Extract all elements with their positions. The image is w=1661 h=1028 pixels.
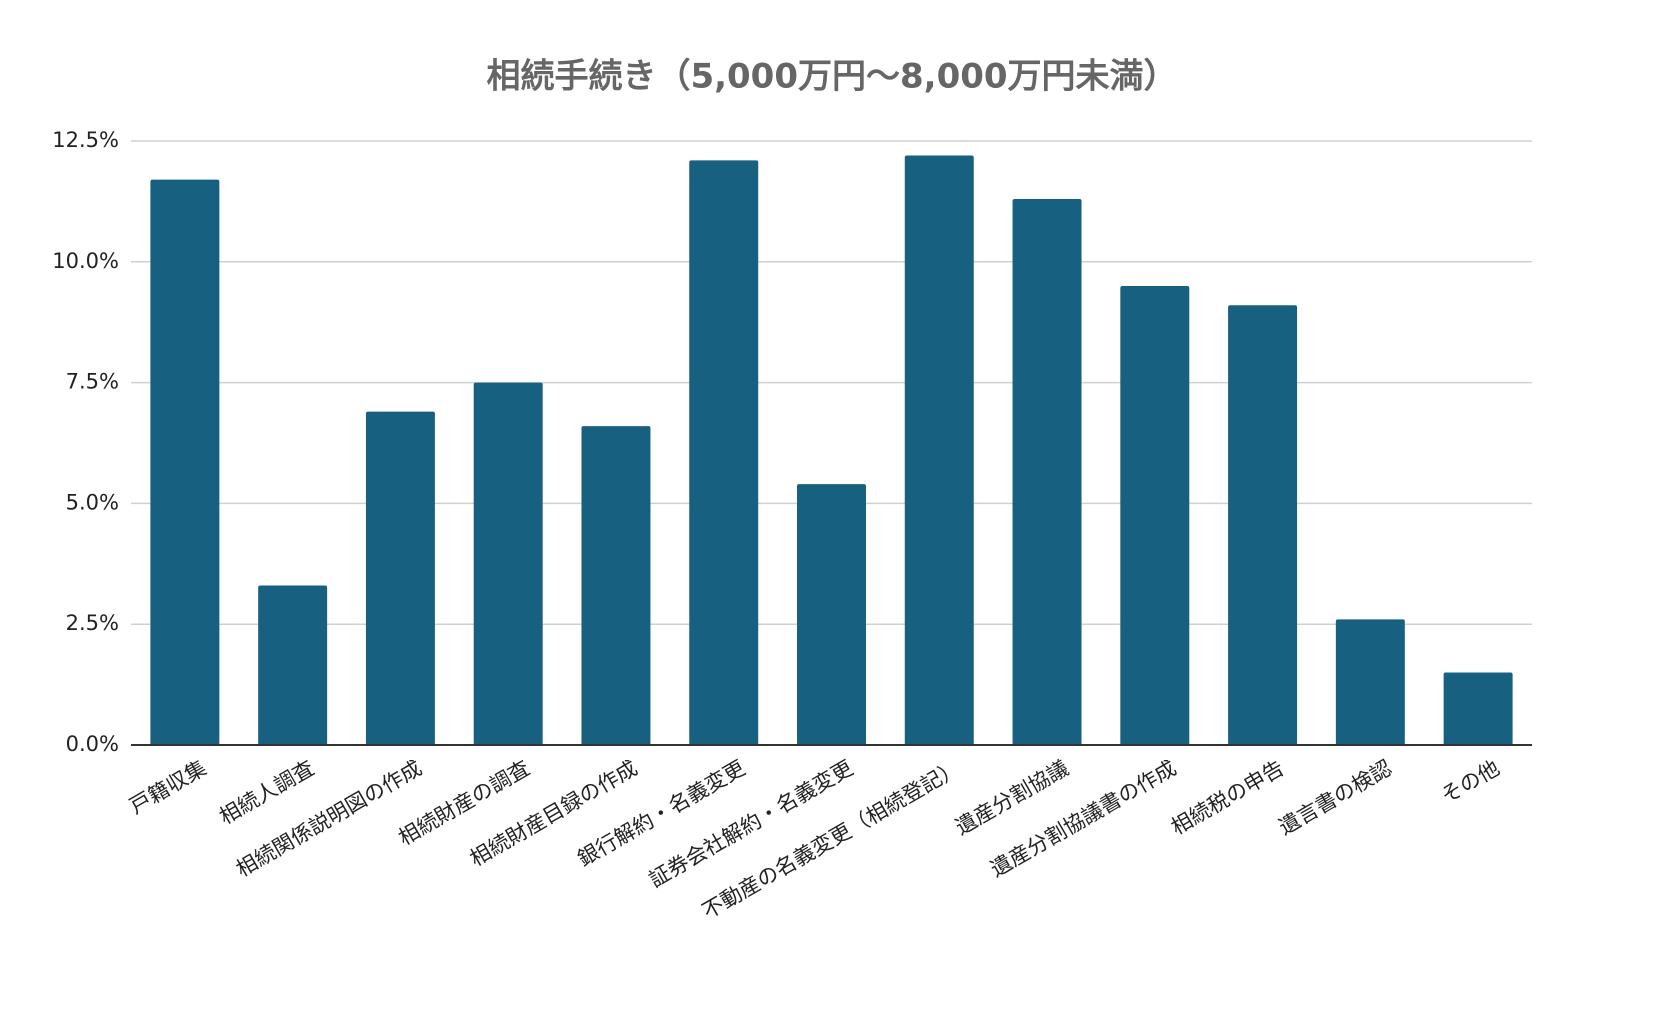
bar bbox=[581, 426, 651, 745]
bar bbox=[1228, 305, 1298, 745]
y-tick-label: 0.0% bbox=[66, 732, 119, 756]
bar bbox=[473, 382, 543, 745]
bar bbox=[1120, 285, 1190, 745]
bar bbox=[797, 484, 866, 745]
bar bbox=[1443, 672, 1513, 745]
chart-title: 相続手続き（5,000万円～8,000万円未満） bbox=[486, 57, 1177, 97]
x-tick-label: 遺言書の検認 bbox=[1275, 756, 1396, 840]
bar bbox=[1335, 619, 1405, 745]
x-tick-label: 相続関係説明図の作成 bbox=[232, 756, 426, 882]
y-tick-label: 7.5% bbox=[66, 370, 119, 394]
bar bbox=[689, 160, 759, 745]
x-tick-label: 相続人調査 bbox=[215, 756, 318, 829]
bar bbox=[1012, 198, 1082, 745]
bar bbox=[365, 411, 435, 745]
bar bbox=[258, 585, 328, 745]
bar bbox=[150, 179, 220, 745]
x-tick-label: 戸籍収集 bbox=[126, 756, 211, 819]
x-tick-label: 遺産分割協議書の作成 bbox=[986, 756, 1180, 882]
x-tick-label: その他 bbox=[1437, 756, 1504, 808]
y-tick-label: 5.0% bbox=[66, 490, 119, 514]
y-tick-label: 2.5% bbox=[66, 611, 119, 635]
x-tick-label: 相続税の申告 bbox=[1167, 756, 1288, 840]
bar bbox=[904, 155, 974, 746]
y-tick-label: 12.5% bbox=[52, 128, 119, 152]
y-tick-label: 10.0% bbox=[52, 249, 119, 273]
